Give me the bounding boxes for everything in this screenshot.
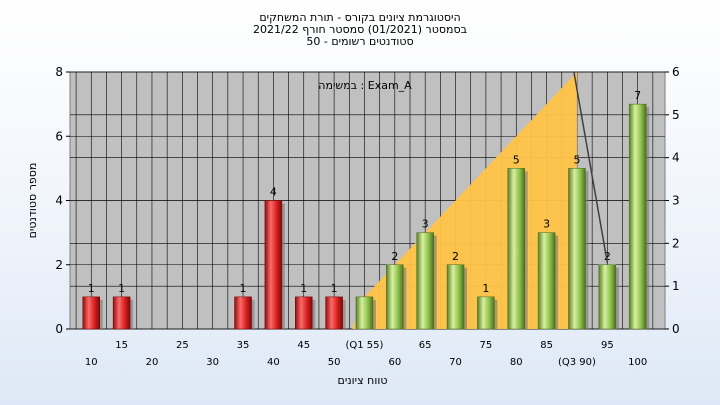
chart-title-line-2: בסמסטר (01/2021) סמסטר חורף 2021/22	[253, 23, 467, 36]
y-right-tick-label: 1	[672, 279, 680, 293]
bar-value-label: 2	[452, 250, 459, 263]
histogram-bar	[386, 264, 404, 330]
x-tick-label: 80	[510, 357, 523, 368]
x-tick-label: 95	[601, 340, 614, 351]
x-tick-label: 50	[328, 357, 341, 368]
histogram-bar	[416, 232, 434, 330]
bar-value-label: 4	[270, 186, 277, 199]
histogram-bar	[568, 168, 586, 330]
bar-value-label: 3	[543, 218, 550, 231]
x-tick-label: 15	[115, 340, 128, 351]
histogram-bar	[295, 296, 313, 330]
x-tick-label: (Q1 55)	[345, 340, 383, 351]
x-tick-label: 75	[480, 340, 493, 351]
x-tick-label: 100	[628, 357, 647, 368]
histogram-bar	[234, 296, 252, 330]
y-right-tick-label: 0	[672, 322, 680, 336]
bar-value-label: 1	[240, 282, 247, 295]
x-axis-title: טווח ציונים	[338, 374, 388, 387]
bar-value-label: 1	[88, 282, 95, 295]
overlay-line	[573, 71, 609, 263]
y-right-tick-label: 5	[672, 108, 680, 122]
y-right-tick-label: 3	[672, 194, 680, 208]
y-left-tick-label: 8	[55, 65, 63, 79]
bar-value-label: 5	[513, 153, 520, 166]
chart-title-line-3: סטודנטים רשומים - 50	[306, 35, 414, 48]
histogram-bar	[325, 296, 343, 330]
x-tick-label: 25	[176, 340, 189, 351]
y-right-tick-label: 4	[672, 151, 680, 165]
x-tick-label: 70	[449, 357, 462, 368]
bar-value-label: 5	[573, 153, 580, 166]
histogram-bar	[82, 296, 100, 330]
histogram-bar	[598, 264, 617, 330]
x-tick-label: (Q3 90)	[558, 357, 596, 368]
histogram-bar	[537, 232, 556, 330]
x-tick-label: 65	[419, 340, 432, 351]
x-tick-label: 10	[85, 357, 98, 368]
bar-value-label: 1	[300, 282, 307, 295]
x-tick-label: 45	[297, 340, 310, 351]
histogram-bar	[264, 200, 283, 330]
x-tick-label: 40	[267, 357, 280, 368]
y-axis-title: מספר סטודנטים	[26, 163, 39, 239]
chart-annotation: במשימה : Exam_A	[318, 79, 412, 92]
y-right-tick-label: 2	[672, 236, 680, 250]
x-tick-label: 60	[388, 357, 401, 368]
histogram-bar	[628, 103, 647, 330]
y-left-tick-label: 4	[55, 194, 63, 208]
x-tick-label: 20	[146, 357, 159, 368]
histogram-bar	[355, 296, 374, 330]
bar-value-label: 1	[118, 282, 125, 295]
bar-value-label: 7	[634, 89, 641, 102]
bar-value-label: 2	[604, 250, 611, 263]
bar-value-label: 1	[331, 282, 338, 295]
y-left-tick-label: 2	[55, 258, 63, 272]
histogram-bar	[112, 296, 131, 330]
y-left-tick-label: 0	[55, 322, 63, 336]
y-left-tick-label: 6	[55, 129, 63, 143]
x-tick-label: 30	[206, 357, 219, 368]
histogram-bar	[477, 296, 495, 330]
histogram-bar	[507, 168, 525, 330]
chart-title-line-1: היסטוגרמת ציונים בקורס - תורת המשחקים	[259, 11, 461, 24]
histogram-bar	[446, 264, 465, 330]
x-tick-label: 35	[237, 340, 250, 351]
y-right-tick-label: 6	[672, 65, 680, 79]
bar-value-label: 3	[422, 218, 429, 231]
bar-value-label: 2	[391, 250, 398, 263]
bar-value-label: 1	[482, 282, 489, 295]
x-tick-label: 85	[540, 340, 553, 351]
